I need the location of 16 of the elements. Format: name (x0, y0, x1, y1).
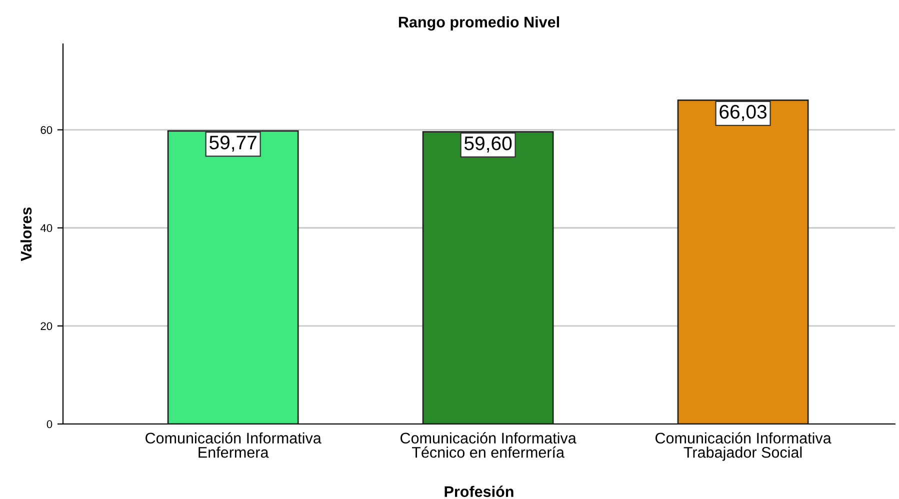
y-tick-label: 40 (40, 224, 52, 232)
data-label: 59,60 (464, 136, 512, 153)
x-tick-label: Comunicación Informativa Trabajador Social (656, 432, 832, 461)
x-axis-title: Profesión (444, 486, 514, 498)
y-tick-label: 20 (40, 322, 52, 330)
chart-title: Rango promedio Nivel (398, 16, 559, 31)
x-tick-label: Comunicación Informativa Técnico en enfermería (400, 432, 576, 458)
bar (167, 130, 299, 424)
data-label: 59,77 (210, 136, 256, 152)
data-label: 66,03 (720, 104, 767, 121)
bar (677, 100, 809, 424)
y-axis-title: Valores (20, 207, 32, 262)
x-tick-label: Comunicación Informativa Enfermera (146, 432, 322, 458)
y-tick-label: 0 (46, 420, 52, 428)
y-tick-label: 60 (40, 126, 52, 134)
bar (422, 131, 554, 424)
